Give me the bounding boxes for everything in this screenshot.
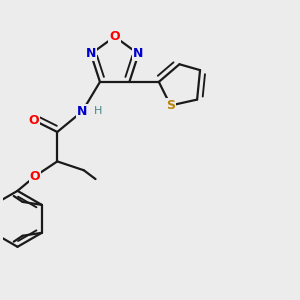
Text: N: N xyxy=(133,47,144,60)
Text: O: O xyxy=(110,30,120,43)
Text: H: H xyxy=(94,106,103,116)
Text: S: S xyxy=(166,99,175,112)
Text: N: N xyxy=(77,105,88,118)
Text: N: N xyxy=(86,47,96,60)
Text: O: O xyxy=(28,114,39,127)
Text: O: O xyxy=(30,169,40,183)
